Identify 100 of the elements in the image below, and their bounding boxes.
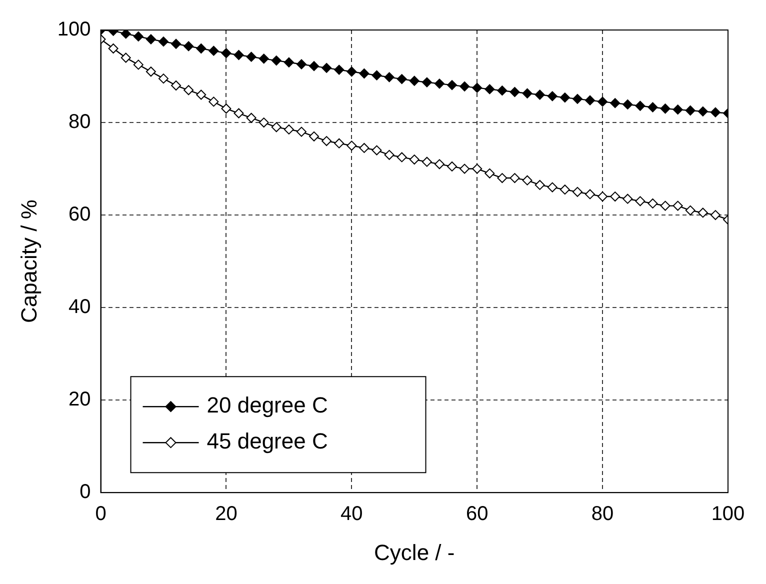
point <box>334 138 344 148</box>
point <box>346 66 357 77</box>
point <box>271 122 282 132</box>
point <box>510 86 520 97</box>
x-tick-label: 60 <box>466 503 488 526</box>
point <box>560 184 570 195</box>
point <box>234 108 244 118</box>
point <box>660 200 670 211</box>
point <box>221 104 232 114</box>
point <box>146 34 156 44</box>
point <box>484 168 495 178</box>
point <box>434 78 444 89</box>
point <box>572 186 582 197</box>
point <box>472 82 482 93</box>
point <box>346 140 357 151</box>
point <box>359 68 370 78</box>
point <box>685 105 696 116</box>
point <box>447 161 458 172</box>
point <box>672 200 683 211</box>
x-tick-label: 0 <box>95 503 106 526</box>
point <box>284 57 294 68</box>
point <box>672 104 683 115</box>
point <box>359 142 370 153</box>
point <box>598 192 608 202</box>
point <box>560 92 570 103</box>
point <box>497 173 508 184</box>
point <box>598 96 608 107</box>
point <box>622 99 633 110</box>
point <box>158 74 168 84</box>
point <box>284 124 294 134</box>
x-tick-label: 100 <box>711 503 745 526</box>
point <box>434 159 444 170</box>
point <box>196 90 206 100</box>
legend-label: 20 degree C <box>206 392 328 418</box>
point <box>246 52 256 62</box>
point <box>108 44 118 54</box>
point <box>710 107 720 118</box>
point <box>271 56 282 66</box>
point <box>635 100 646 111</box>
point <box>133 60 144 70</box>
y-axis-title: Capacity / % <box>16 200 42 324</box>
point <box>409 154 420 165</box>
point <box>648 198 658 208</box>
point <box>120 52 131 63</box>
point <box>296 59 306 70</box>
point <box>409 76 420 86</box>
y-tick-label: 100 <box>57 18 91 41</box>
x-axis-title: Cycle / - <box>374 540 455 565</box>
point <box>396 152 407 162</box>
point <box>660 104 670 114</box>
x-tick-label: 40 <box>340 503 363 526</box>
point <box>610 98 620 108</box>
x-tick-label: 80 <box>591 503 614 526</box>
point <box>171 80 182 91</box>
point <box>522 88 532 98</box>
point <box>534 180 545 190</box>
point <box>547 91 558 102</box>
point <box>472 164 482 174</box>
point <box>133 31 144 42</box>
point <box>698 106 708 116</box>
point <box>334 64 344 75</box>
point <box>120 30 131 39</box>
point <box>635 196 646 206</box>
point <box>447 80 458 90</box>
point <box>221 48 232 58</box>
point <box>585 189 596 200</box>
point <box>146 66 156 77</box>
point <box>372 70 382 80</box>
point <box>547 182 558 192</box>
point <box>422 77 432 88</box>
point <box>510 173 520 184</box>
point <box>196 44 206 54</box>
point <box>497 86 508 96</box>
point <box>585 95 596 106</box>
y-tick-label: 0 <box>80 481 91 504</box>
point <box>171 38 182 49</box>
point <box>396 74 407 84</box>
point <box>309 61 320 72</box>
point <box>322 136 332 146</box>
point <box>710 210 720 220</box>
y-tick-label: 60 <box>68 204 91 226</box>
y-tick-label: 20 <box>68 388 91 411</box>
point <box>258 118 269 128</box>
point <box>685 205 696 216</box>
point <box>246 112 256 123</box>
x-tick-label: 20 <box>215 503 238 526</box>
point <box>208 96 219 107</box>
point <box>610 192 620 202</box>
y-tick-label: 40 <box>68 296 91 318</box>
point <box>572 94 582 104</box>
point <box>258 54 269 64</box>
point <box>522 175 532 186</box>
point <box>422 156 432 167</box>
point <box>534 90 545 100</box>
point <box>158 36 168 47</box>
point <box>322 62 332 73</box>
point <box>648 102 658 112</box>
point <box>208 46 219 56</box>
point <box>460 81 470 92</box>
point <box>622 194 633 204</box>
